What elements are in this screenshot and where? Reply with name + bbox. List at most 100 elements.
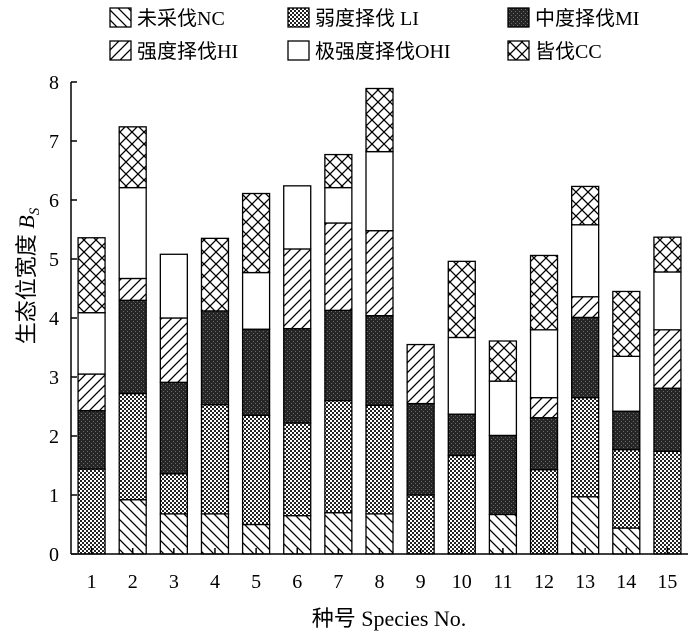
bar-segment-dark xyxy=(488,434,518,516)
bar-segment-checker xyxy=(241,414,271,526)
x-tick-label: 3 xyxy=(169,571,179,593)
bar-segment-backslash xyxy=(200,513,230,555)
legend-swatch xyxy=(109,40,132,61)
y-tick-label: 8 xyxy=(49,72,59,94)
bar-segment-slash xyxy=(77,373,106,412)
x-tick-label: 14 xyxy=(616,571,636,593)
x-tick-label: 2 xyxy=(128,571,138,593)
bar-segment-crosshatch xyxy=(447,260,476,339)
bar-segment-backslash xyxy=(118,499,147,555)
bar-segment-checker xyxy=(447,454,476,555)
bar-segment-slash xyxy=(283,248,312,330)
x-tick-label: 12 xyxy=(534,571,554,593)
bar-segment-slash xyxy=(159,317,188,383)
legend-label: 未采伐NC xyxy=(137,7,225,30)
bar-segment-checker xyxy=(283,422,312,517)
bar-segment-slash xyxy=(529,396,559,419)
legend-swatch xyxy=(507,7,530,28)
bar-segment-white xyxy=(159,253,188,319)
y-tick-label: 7 xyxy=(49,131,59,153)
bar-segment-checker xyxy=(118,392,147,501)
x-tick-label: 11 xyxy=(493,571,512,593)
legend-swatch xyxy=(109,7,132,28)
y-axis-title: 生态位宽度 BS xyxy=(14,207,43,344)
y-axis-title-variable: B xyxy=(14,215,39,228)
bar-segment-dark xyxy=(77,409,106,470)
bar-segment-checker xyxy=(159,473,188,515)
x-tick-label: 10 xyxy=(452,571,472,593)
bar-segment-checker xyxy=(365,404,394,515)
bars-group xyxy=(77,87,682,555)
y-axis-ticks: 0 1 2 3 4 5 6 7 8 xyxy=(49,72,77,566)
bar-segment-white xyxy=(571,224,600,298)
legend: 未采伐NC 弱度择伐 LI 中度择伐MI 强度择伐HI 极强度择伐OHI 皆伐CC xyxy=(109,7,639,63)
x-tick-label: 6 xyxy=(292,571,302,593)
bar-segment-white xyxy=(653,271,682,331)
bar-segment-slash xyxy=(406,343,435,405)
bar-segment-crosshatch xyxy=(488,340,518,382)
bar-segment-dark xyxy=(200,310,230,406)
y-tick-label: 5 xyxy=(49,249,59,271)
bar-segment-dark xyxy=(283,327,312,424)
legend-label: 中度择伐MI xyxy=(535,7,639,30)
bar-segment-white xyxy=(77,312,106,375)
bar-segment-white xyxy=(447,336,476,415)
bar-segment-dark xyxy=(612,410,641,451)
bar-segment-crosshatch xyxy=(529,254,559,331)
bar-segment-checker xyxy=(571,396,600,498)
bar-segment-dark xyxy=(159,381,188,475)
bar-segment-backslash xyxy=(571,496,600,555)
y-tick-label: 2 xyxy=(49,426,59,448)
bar-segment-backslash xyxy=(365,513,394,555)
legend-swatch xyxy=(507,40,530,61)
legend-label: 弱度择伐 LI xyxy=(315,7,419,30)
bar-segment-dark xyxy=(324,309,353,402)
bar-segment-slash xyxy=(653,329,682,389)
legend-swatch xyxy=(287,7,310,28)
bar-segment-checker xyxy=(406,494,435,555)
x-tick-label: 8 xyxy=(375,571,385,593)
y-tick-label: 6 xyxy=(49,190,59,212)
legend-label: 强度择伐HI xyxy=(137,40,238,63)
x-tick-label: 15 xyxy=(657,571,677,593)
x-tick-label: 9 xyxy=(416,571,426,593)
bar-segment-dark xyxy=(365,314,394,406)
bar-segment-crosshatch xyxy=(365,87,394,153)
x-tick-label: 1 xyxy=(87,571,97,593)
bar-segment-dark xyxy=(447,413,476,457)
y-axis-title-subscript: S xyxy=(27,207,43,215)
bar-segment-dark xyxy=(241,328,271,416)
bar-segment-backslash xyxy=(324,512,353,555)
legend-label: 极强度择伐OHI xyxy=(315,40,451,63)
bar-segment-crosshatch xyxy=(200,237,230,312)
bar-segment-white xyxy=(529,329,559,399)
bar-segment-crosshatch xyxy=(612,290,641,358)
legend-swatch xyxy=(287,40,310,61)
bar-segment-checker xyxy=(612,448,641,529)
bar-segment-white xyxy=(365,150,394,232)
bar-segment-dark xyxy=(529,417,559,471)
svg-text:生态位宽度 BS: 生态位宽度 BS xyxy=(14,207,43,344)
bar-segment-slash xyxy=(571,296,600,319)
x-tick-label: 7 xyxy=(333,571,343,593)
bar-segment-crosshatch xyxy=(118,126,147,189)
bar-segment-crosshatch xyxy=(77,237,106,314)
bar-segment-backslash xyxy=(159,513,188,555)
bar-segment-white xyxy=(612,355,641,412)
bar-segment-crosshatch xyxy=(241,192,271,274)
bar-segment-checker xyxy=(529,468,559,555)
bar-segment-slash xyxy=(118,277,147,301)
bar-segment-white xyxy=(324,186,353,224)
bar-segment-crosshatch xyxy=(571,185,600,226)
x-tick-label: 4 xyxy=(210,571,220,593)
bar-segment-dark xyxy=(406,402,435,496)
bar-segment-checker xyxy=(200,404,230,515)
y-tick-label: 4 xyxy=(49,308,59,330)
y-axis-title-text: 生态位宽度 xyxy=(14,229,39,345)
y-tick-label: 0 xyxy=(49,544,59,566)
bar-segment-dark xyxy=(653,387,682,452)
bar-segment-white xyxy=(283,185,312,250)
bar-segment-dark xyxy=(118,299,147,395)
y-tick-label: 3 xyxy=(49,367,59,389)
bar-segment-crosshatch xyxy=(324,153,353,189)
